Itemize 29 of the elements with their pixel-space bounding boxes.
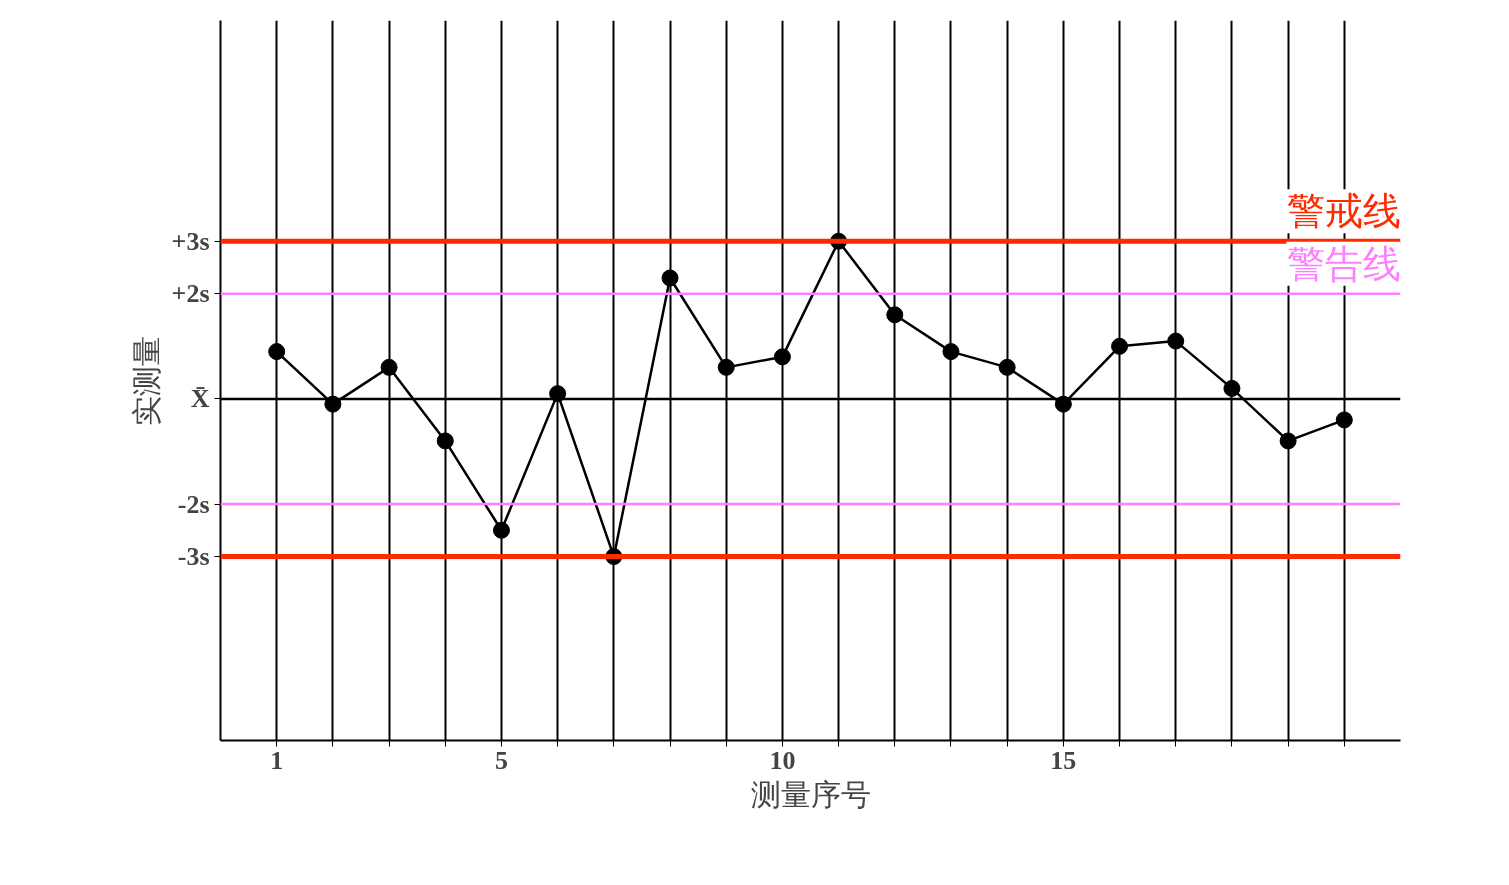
point (492, 521, 510, 539)
point (1223, 379, 1241, 397)
point (942, 343, 960, 361)
point (549, 385, 567, 403)
point (998, 358, 1016, 376)
y-tick-label: X̄ (190, 384, 210, 414)
point (268, 343, 286, 361)
y-axis-title: 实测量 (128, 335, 164, 426)
point (773, 348, 791, 366)
x-tick-label: 1 (270, 745, 284, 775)
x-tick-label: 15 (1050, 745, 1077, 775)
point (1111, 337, 1129, 355)
point (1279, 432, 1297, 450)
y-tick-label: -3s (177, 542, 210, 572)
point (1167, 332, 1185, 350)
x-tick-label: 10 (769, 745, 796, 775)
point (380, 358, 398, 376)
x-tick-label: 5 (494, 745, 508, 775)
point (886, 306, 904, 324)
ref-line-label: 警戒线 (1286, 189, 1401, 234)
point (717, 358, 735, 376)
y-tick-label: +2s (171, 279, 210, 309)
ref-line-label: 警告线 (1286, 241, 1401, 286)
y-tick-label: -2s (177, 489, 210, 519)
x-axis-title: 测量序号 (750, 776, 871, 812)
point (1335, 411, 1353, 429)
point (436, 432, 454, 450)
point (661, 269, 679, 287)
y-tick-label: +3s (171, 226, 210, 256)
